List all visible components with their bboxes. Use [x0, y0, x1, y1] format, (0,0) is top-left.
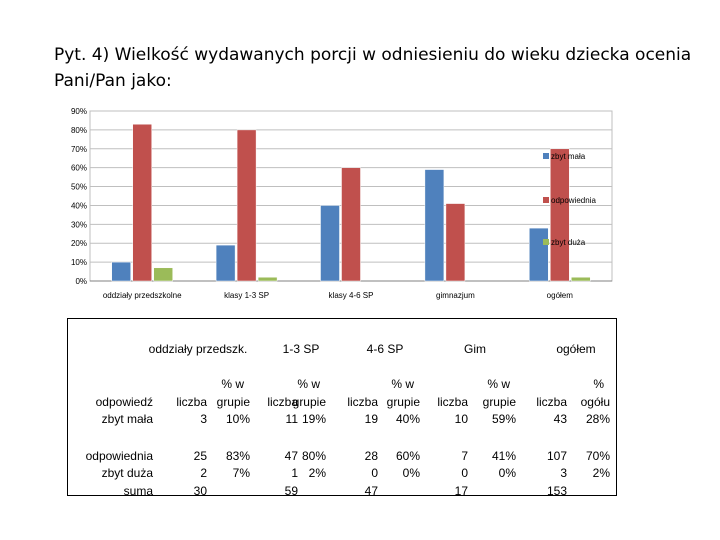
- table-cell: 59: [284, 484, 298, 498]
- table-cell: 7%: [232, 466, 250, 480]
- row-label: odpowiednia: [85, 449, 153, 463]
- bar: [153, 267, 173, 282]
- group-header: 4-6 SP: [366, 342, 404, 356]
- table-cell: 19: [364, 412, 378, 426]
- x-tick-label: ogółem: [547, 291, 574, 300]
- table-cell: 28: [364, 449, 378, 463]
- bar: [424, 169, 445, 282]
- table-cell: 30: [193, 484, 207, 498]
- row-label: zbyt duża: [101, 466, 153, 480]
- table-cell: 2: [200, 466, 207, 480]
- y-tick-label: 10%: [71, 258, 87, 267]
- bar: [341, 167, 361, 282]
- group-header: oddziały przedszk.: [148, 342, 248, 356]
- liczba-header: liczba: [536, 395, 567, 409]
- pct-header-top: % w: [221, 377, 244, 391]
- legend-label: zbyt duża: [551, 238, 586, 247]
- table-cell: 10: [454, 412, 468, 426]
- slide-title: Pyt. 4) Wielkość wydawanych porcji w odn…: [54, 45, 692, 91]
- y-tick-label: 70%: [71, 145, 87, 154]
- bar: [550, 148, 570, 282]
- x-tick-label: gimnazjum: [436, 291, 475, 300]
- bar: [215, 244, 236, 282]
- y-tick-label: 90%: [71, 107, 87, 116]
- bar: [236, 129, 257, 282]
- row-label-header: odpowiedź: [95, 395, 153, 409]
- table-cell: 70%: [585, 449, 610, 463]
- y-tick-label: 80%: [71, 126, 87, 135]
- table-cell: 0%: [402, 466, 420, 480]
- legend-label: zbyt mała: [551, 152, 586, 161]
- table-cell: 28%: [585, 412, 610, 426]
- table-cell: 10%: [225, 412, 250, 426]
- table-cell: 3: [560, 466, 567, 480]
- bar: [320, 205, 340, 282]
- table-cell: 41%: [491, 449, 516, 463]
- legend-swatch: [543, 239, 549, 245]
- table-cell: 25: [193, 449, 207, 463]
- pct-header-bottom: grupie: [292, 395, 326, 409]
- x-tick-label: oddziały przedszkolne: [103, 291, 182, 300]
- legend-label: odpowiednia: [551, 196, 596, 205]
- table-cell: 47: [284, 449, 298, 463]
- row-label: zbyt mała: [101, 412, 153, 426]
- bar-chart: 0% 10% 20% 30% 40% 50% 60% 70% 80% 90% oddziały pr…: [71, 107, 613, 300]
- y-tick-label: 30%: [71, 220, 87, 229]
- pct-header-top: % w: [297, 377, 320, 391]
- liczba-header: liczba: [437, 395, 468, 409]
- table-cell: 83%: [225, 449, 250, 463]
- legend-swatch: [543, 197, 549, 203]
- table-cell: 43: [553, 412, 567, 426]
- x-tick-label: klasy 1-3 SP: [224, 291, 269, 300]
- pct-header-bottom: grupie: [482, 395, 516, 409]
- table-cell: 17: [454, 484, 468, 498]
- pct-header-top: % w: [487, 377, 510, 391]
- table-cell: 40%: [395, 412, 420, 426]
- table-cell: 2%: [308, 466, 326, 480]
- table-cell: 19%: [301, 412, 326, 426]
- pct-header-bottom: grupie: [386, 395, 420, 409]
- bar: [529, 227, 549, 282]
- y-tick-label: 20%: [71, 239, 87, 248]
- row-label: suma: [123, 484, 153, 498]
- table-cell: 0: [371, 466, 378, 480]
- x-tick-label: klasy 4-6 SP: [329, 291, 374, 300]
- bar: [571, 276, 591, 282]
- table-cell: 59%: [491, 412, 516, 426]
- liczba-header: liczba: [267, 395, 298, 409]
- y-tick-label: 0%: [75, 277, 87, 286]
- pct-header-bottom: ogółu: [580, 395, 610, 409]
- table-cell: 0%: [498, 466, 516, 480]
- table-cell: 11: [285, 412, 298, 426]
- table-cell: 153: [546, 484, 567, 498]
- group-header: 1-3 SP: [282, 342, 320, 356]
- table-cell: 80%: [301, 449, 326, 463]
- bar: [111, 261, 131, 282]
- table-cell: 0: [461, 466, 468, 480]
- bar: [132, 123, 152, 282]
- y-tick-label: 40%: [71, 201, 87, 210]
- table-cell: 2%: [592, 466, 610, 480]
- table-cell: 107: [546, 449, 567, 463]
- pct-header-top: % w: [391, 377, 414, 391]
- table-cell: 1: [291, 466, 298, 480]
- legend-swatch: [543, 153, 549, 159]
- y-tick-label: 60%: [71, 164, 87, 173]
- pct-header-bottom: grupie: [216, 395, 250, 409]
- table-cell: 60%: [395, 449, 420, 463]
- bar: [445, 203, 466, 282]
- table-cell: 47: [364, 484, 378, 498]
- liczba-header: liczba: [176, 395, 207, 409]
- table-cell: 3: [200, 412, 207, 426]
- pct-header-top: %: [593, 377, 604, 391]
- data-table: oddziały przedszk. 1-3 SP 4-6 SP Gim ogółem o…: [67, 318, 617, 498]
- y-tick-label: 50%: [71, 183, 87, 192]
- table-cell: 7: [461, 449, 468, 463]
- bar: [257, 276, 278, 282]
- liczba-header: liczba: [347, 395, 378, 409]
- group-header: Gim: [464, 342, 486, 356]
- group-header: ogółem: [556, 342, 596, 356]
